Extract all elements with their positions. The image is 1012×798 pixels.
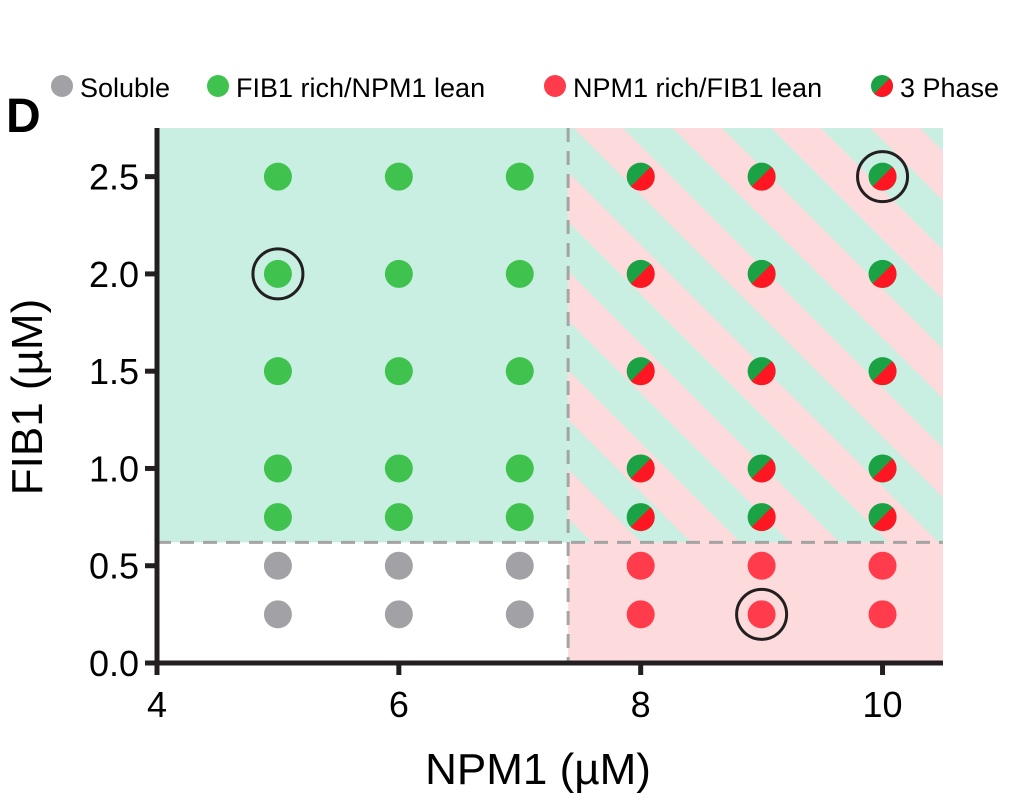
three-phase-point: [747, 162, 776, 191]
legend-item-npm1-rich: NPM1 rich/FIB1 lean: [544, 73, 822, 103]
y-tick-label: 1.5: [89, 351, 139, 392]
highlight-circles: [251, 150, 910, 641]
legend-marker: [544, 75, 566, 97]
three-phase-point: [626, 162, 655, 191]
soluble-point: [384, 551, 413, 580]
x-tick-label: 4: [147, 684, 167, 725]
marker-red-half: [751, 458, 776, 483]
soluble-point: [384, 600, 413, 629]
highlight-ring: [856, 150, 910, 204]
soluble-point: [505, 551, 534, 580]
x-tick-label: 10: [863, 684, 903, 725]
legend-marker: [207, 75, 229, 97]
three-phase-point: [868, 357, 897, 386]
y-axis-title: FIB1 (µM): [3, 299, 52, 495]
panel-label: D: [6, 90, 41, 143]
npm1-rich-point: [868, 551, 897, 580]
three-phase-point: [747, 259, 776, 288]
legend-marker: [51, 75, 73, 97]
fib1-rich-point: [384, 454, 413, 483]
marker-red-half: [630, 166, 655, 191]
fib1-rich-point: [505, 454, 534, 483]
npm1-rich-point: [626, 600, 655, 629]
highlight-ring: [735, 587, 789, 641]
marker-red-half: [872, 264, 897, 288]
legend-label: Soluble: [80, 73, 170, 103]
phase-boundaries: [157, 128, 943, 663]
npm1-rich-point: [626, 551, 655, 580]
marker-red-half: [630, 507, 655, 532]
soluble-point: [505, 600, 534, 629]
fib1-rich-point: [384, 259, 413, 288]
three-phase-point: [747, 357, 776, 386]
npm1-rich-point: [868, 600, 897, 629]
three-phase-point: [626, 454, 655, 483]
marker-red-half: [872, 361, 897, 386]
y-tick-label: 2.0: [89, 254, 139, 295]
fib1-rich-point: [263, 503, 292, 532]
marker-red-half: [872, 458, 897, 483]
legend-label: FIB1 rich/NPM1 lean: [236, 73, 485, 103]
legend-item-soluble: Soluble: [51, 73, 170, 103]
marker-red-half: [630, 458, 655, 483]
fib1-rich-point: [263, 162, 292, 191]
data-points: [263, 162, 897, 629]
marker-red-half: [630, 361, 655, 386]
y-tick-label: 1.0: [89, 448, 139, 489]
x-axis-title: NPM1 (µM): [425, 745, 651, 794]
fib1-rich-point: [505, 357, 534, 386]
highlight-ring: [251, 247, 305, 301]
legend: Soluble FIB1 rich/NPM1 lean NPM1 rich/FIB1…: [51, 73, 999, 103]
fib1-rich-point: [263, 454, 292, 483]
three-phase-point: [868, 162, 897, 191]
three-phase-point: [626, 357, 655, 386]
phase-regions: [157, 128, 943, 663]
marker-red-half: [751, 166, 776, 191]
soluble-point: [263, 551, 292, 580]
x-tick-label: 6: [389, 684, 409, 725]
marker-red-half: [872, 166, 897, 191]
region-fib1-rich: [157, 128, 569, 543]
three-phase-point: [747, 503, 776, 532]
marker-red-half: [751, 264, 776, 288]
y-tick-label: 0.0: [89, 643, 139, 684]
legend-marker: [871, 75, 893, 97]
three-phase-point: [747, 454, 776, 483]
three-phase-point: [868, 454, 897, 483]
three-phase-point: [626, 259, 655, 288]
marker-red-half: [630, 264, 655, 288]
legend-label: 3 Phase: [900, 73, 999, 103]
three-phase-point: [626, 503, 655, 532]
legend-item-three-phase: 3 Phase: [871, 73, 999, 103]
y-tick-label: 2.5: [89, 157, 139, 198]
fib1-rich-point: [505, 259, 534, 288]
marker-red-half: [874, 78, 893, 97]
axes: 4 6 8 10 0.0 0.5 1.0 1.5 2.0 2.5: [89, 128, 943, 725]
npm1-rich-point: [747, 551, 776, 580]
x-tick-label: 8: [631, 684, 651, 725]
marker-red-half: [872, 507, 897, 532]
npm1-rich-point: [747, 600, 776, 629]
fib1-rich-point: [384, 162, 413, 191]
three-phase-point: [868, 259, 897, 288]
marker-red-half: [751, 507, 776, 532]
y-tick-label: 0.5: [89, 546, 139, 587]
fib1-rich-point: [505, 503, 534, 532]
fib1-rich-point: [263, 259, 292, 288]
fib1-rich-point: [505, 162, 534, 191]
marker-red-half: [751, 361, 776, 386]
three-phase-point: [868, 503, 897, 532]
fib1-rich-point: [263, 357, 292, 386]
fib1-rich-point: [384, 357, 413, 386]
legend-label: NPM1 rich/FIB1 lean: [573, 73, 822, 103]
soluble-point: [263, 600, 292, 629]
legend-item-fib1-rich: FIB1 rich/NPM1 lean: [207, 73, 485, 103]
fib1-rich-point: [384, 503, 413, 532]
